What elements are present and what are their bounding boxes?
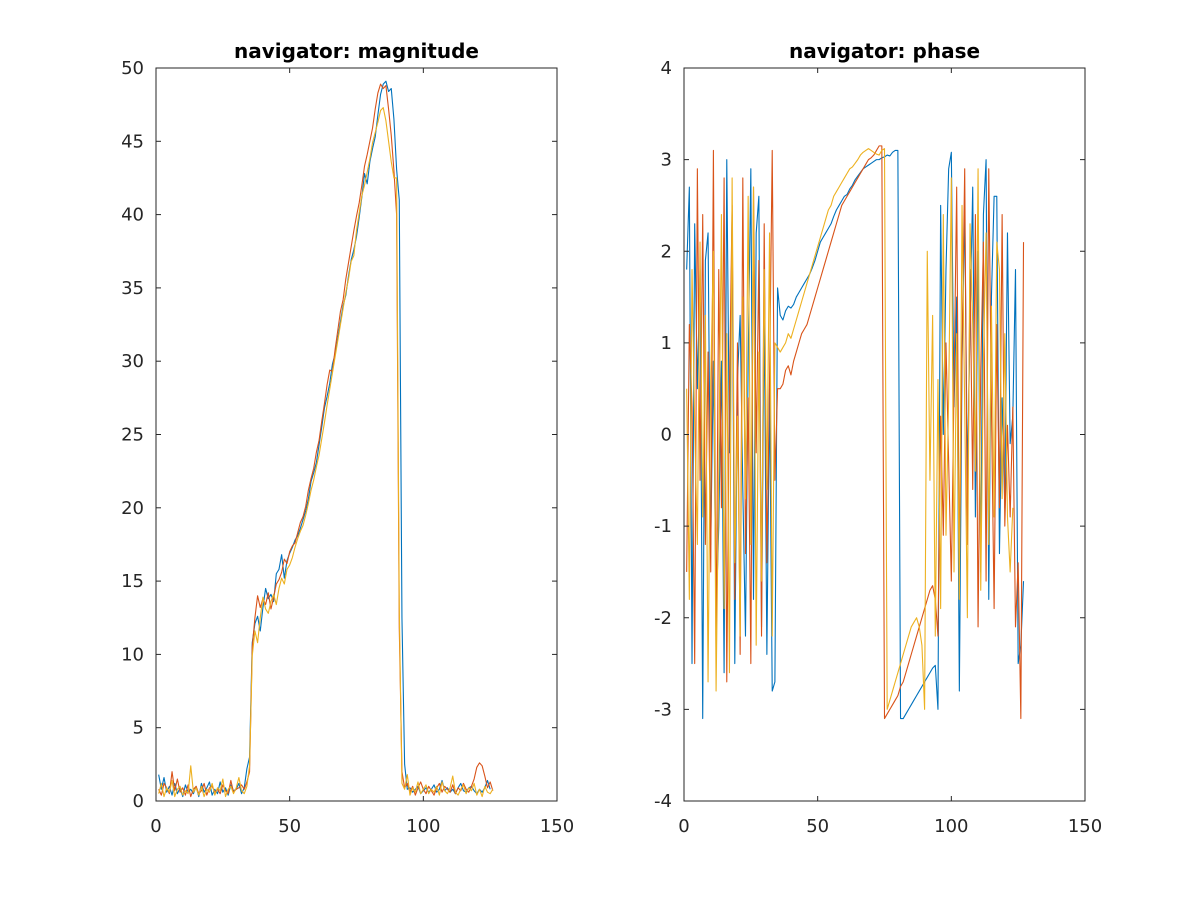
y-tick-label: -1 [654,516,672,537]
y-tick-label: 45 [121,131,144,152]
x-tick-label: 50 [806,816,829,837]
x-tick-label: 0 [678,816,689,837]
y-tick-label: 20 [121,498,144,519]
y-tick-label: 15 [121,571,144,592]
y-tick-label: 25 [121,425,144,446]
x-tick-label: 150 [540,816,574,837]
magnitude-plot: 0 50 100 150 0 5 10 15 20 25 30 35 40 45 50 navigator: … [121,39,574,837]
y-tick-label: 2 [661,241,672,262]
y-tick-label: -2 [654,608,672,629]
y-tick-label: 0 [133,791,144,812]
y-tick-label: -3 [654,699,672,720]
x-tick-label: 50 [278,816,301,837]
y-tick-label: 35 [121,278,144,299]
series-line-3 [158,107,494,798]
y-tick-label: 3 [661,150,672,171]
y-tick-label: 10 [121,644,144,665]
y-tick-label: 1 [661,333,672,354]
x-tick-label: 100 [406,816,440,837]
x-tick-label: 0 [150,816,161,837]
plot-area-frame [155,67,558,802]
chart-title: navigator: magnitude [234,39,479,63]
series-line-1 [158,80,491,798]
y-tick-label: -4 [654,791,672,812]
y-tick-label: 0 [661,425,672,446]
y-tick-label: 4 [661,58,672,79]
y-tick-label: 30 [121,351,144,372]
y-tick-label: 50 [121,58,144,79]
y-tick-label: 5 [133,718,144,739]
series-line-3 [686,148,1014,710]
x-tick-label: 150 [1068,816,1102,837]
y-tick-label: 40 [121,205,144,226]
phase-plot: 0 50 100 150 -4 -3 -2 -1 0 1 2 3 4 navigator: phase [654,39,1102,837]
x-tick-label: 100 [934,816,968,837]
chart-title: navigator: phase [789,39,980,63]
series-line-2 [158,83,494,798]
